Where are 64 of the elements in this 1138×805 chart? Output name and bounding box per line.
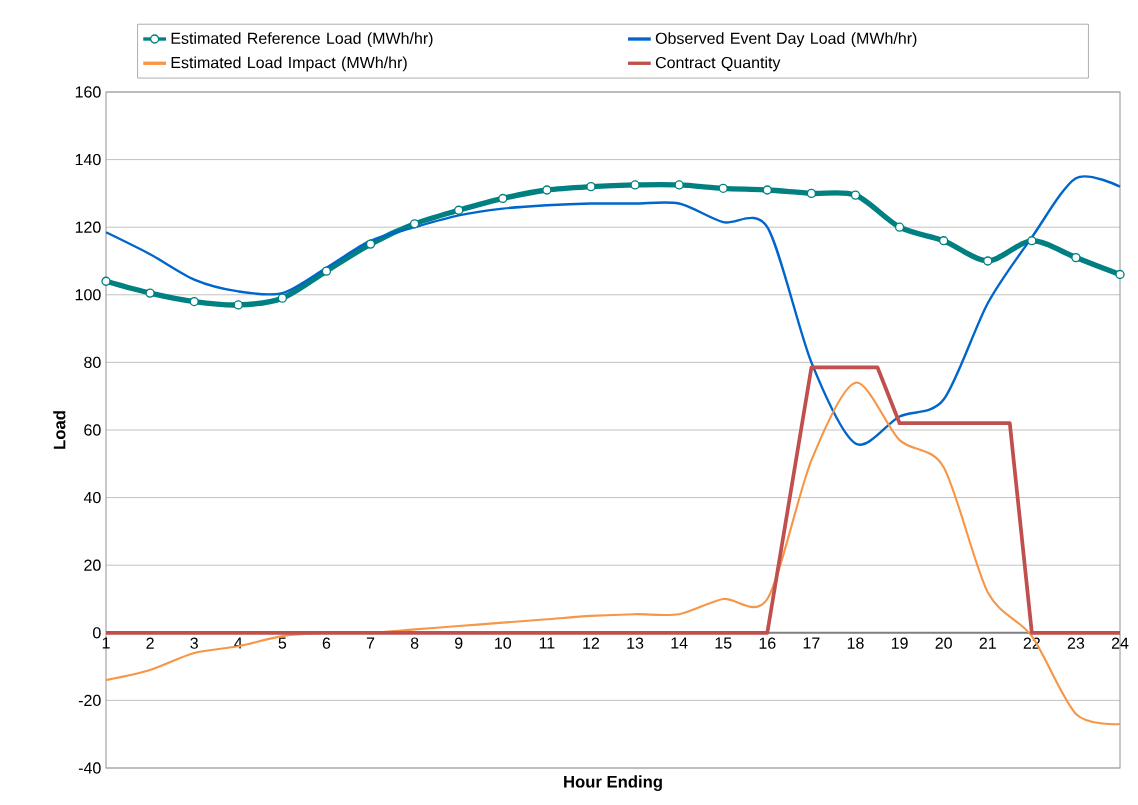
- x-tick-label: 3: [190, 637, 198, 649]
- y-tick-label: 160: [75, 86, 101, 98]
- point: [674, 180, 684, 190]
- y-tick-label: 140: [75, 153, 101, 166]
- x-tick-label: 9: [455, 637, 463, 649]
- legend-label: Contract Quantity: [655, 56, 781, 72]
- point: [321, 266, 332, 276]
- point: [145, 288, 155, 298]
- point: [542, 185, 552, 195]
- point: [894, 222, 905, 232]
- x-tick-label: 5: [278, 637, 287, 649]
- y-axis-title: Load: [53, 411, 66, 449]
- x-tick-label: 6: [322, 637, 331, 649]
- y-tick-label: 40: [83, 491, 101, 504]
- y-tick-label: 120: [75, 221, 101, 233]
- line-series: [104, 175, 1122, 445]
- x-tick-label: 21: [979, 637, 996, 649]
- x-tick-label: 23: [1067, 637, 1085, 649]
- point: [454, 205, 464, 215]
- y-tick-label: 100: [75, 289, 101, 301]
- x-tick-label: 11: [539, 637, 555, 649]
- x-tick-label: 8: [410, 637, 419, 649]
- point: [850, 190, 861, 200]
- x-tick-label: 19: [891, 637, 908, 649]
- x-tick-label: 24: [1111, 637, 1129, 649]
- x-tick-label: 13: [627, 637, 644, 649]
- point: [586, 181, 596, 192]
- point: [1027, 236, 1037, 246]
- y-tick-label: 60: [84, 424, 101, 436]
- point: [1071, 252, 1081, 263]
- y-tick-label: 20: [84, 559, 101, 571]
- point: [1115, 269, 1125, 280]
- point: [806, 188, 817, 199]
- y-tick-label: -40: [78, 762, 101, 774]
- x-tick-label: 17: [803, 637, 820, 649]
- point: [762, 185, 772, 195]
- x-tick-label: 7: [366, 637, 375, 649]
- point: [277, 293, 288, 303]
- y-tick-label: -20: [78, 694, 101, 707]
- x-tick-label: 16: [759, 637, 776, 649]
- legend-label: Estimated Reference Load (MWh/hr): [171, 32, 433, 48]
- x-tick-label: 18: [847, 637, 864, 649]
- point: [233, 300, 243, 310]
- point: [189, 296, 199, 307]
- point: [409, 219, 420, 229]
- legend-label: Estimated Load Impact (MWh/hr): [171, 56, 407, 72]
- point: [983, 256, 993, 266]
- point: [365, 239, 376, 249]
- y-tick-label: 0: [93, 627, 101, 639]
- point: [101, 276, 111, 286]
- legend-label: Observed Event Day Load (MWh/hr): [655, 32, 917, 48]
- x-tick-label: 20: [935, 637, 952, 649]
- x-tick-label: 1: [102, 637, 110, 649]
- x-tick-label: 15: [715, 637, 732, 649]
- x-tick-label: 2: [146, 637, 154, 649]
- y-tick-label: 80: [84, 356, 101, 369]
- x-tick-label: 10: [495, 637, 512, 649]
- point: [938, 236, 949, 246]
- x-tick-label: 12: [583, 637, 600, 649]
- point: [498, 193, 508, 204]
- x-axis-title: Hour Ending: [564, 775, 662, 791]
- point: [630, 180, 640, 190]
- x-tick-label: 14: [671, 637, 688, 649]
- point: [718, 183, 728, 193]
